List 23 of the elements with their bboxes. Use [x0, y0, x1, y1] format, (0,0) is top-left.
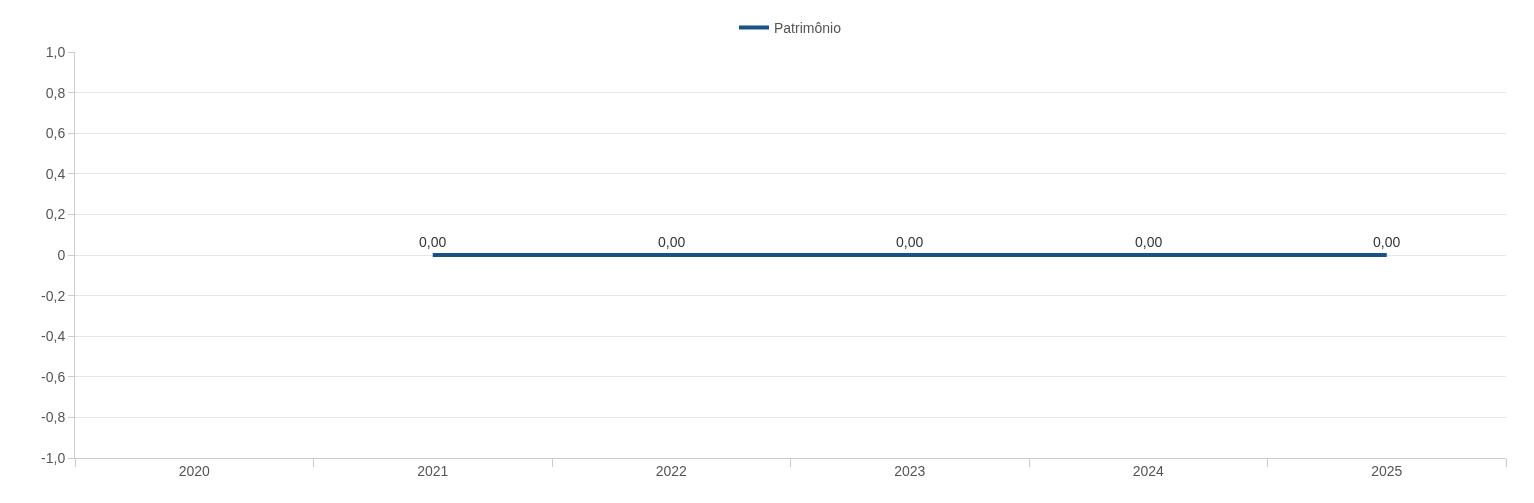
x-tick-label: 2020: [178, 462, 211, 479]
x-tick-label: 2024: [1132, 462, 1165, 479]
legend-label: Patrimônio: [774, 19, 842, 36]
y-tick-label: -0,8: [41, 409, 66, 426]
x-tick-label: 2022: [655, 462, 688, 479]
y-tick-label: 0,4: [45, 165, 66, 182]
y-tick-label: 1,0: [45, 43, 66, 60]
y-tick-label: -1,0: [41, 449, 66, 466]
x-tick-label: 2021: [417, 462, 449, 479]
data-label: 0,00: [419, 234, 447, 250]
data-label: 0,00: [1135, 234, 1163, 250]
y-tick-label: 0,2: [45, 206, 66, 223]
y-tick-label: 0,8: [45, 84, 66, 101]
y-tick-label: 0: [57, 246, 66, 263]
data-label: 0,00: [658, 234, 686, 250]
data-label: 0,00: [1373, 234, 1401, 250]
data-label: 0,00: [896, 234, 924, 250]
y-tick-label: -0,2: [41, 287, 66, 304]
x-tick-label: 2025: [1371, 462, 1403, 479]
y-tick-label: 0,6: [45, 125, 66, 142]
y-tick-label: -0,6: [41, 368, 66, 385]
y-tick-label: -0,4: [41, 328, 66, 345]
x-tick-label: 2023: [894, 462, 926, 479]
